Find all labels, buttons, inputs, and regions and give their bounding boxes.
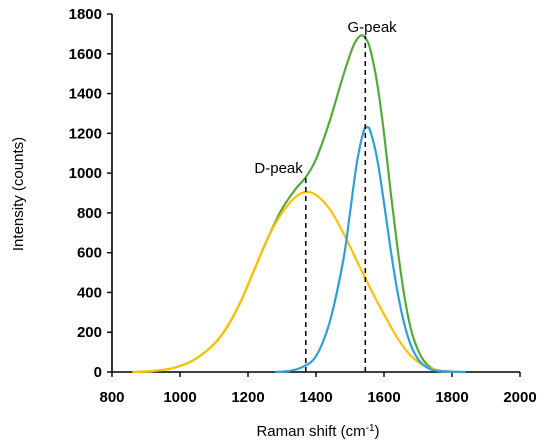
y-tick-label: 1600 [69, 46, 102, 63]
annotations: D-peak G-peak [254, 19, 397, 177]
y-tick-label: 0 [94, 364, 102, 381]
x-axis-label-close: ) [375, 423, 380, 440]
series-line-0 [132, 34, 466, 374]
series-line-2 [275, 125, 466, 374]
x-axis-label-main: Raman shift (cm [256, 423, 365, 440]
peak-markers [305, 35, 367, 372]
plot-area: 0 200 400 600 800 1000 1200 1400 1600 1800 800 100… [69, 6, 537, 406]
series-line-1 [132, 190, 453, 374]
x-tick-label: 1400 [299, 389, 332, 406]
x-axis-label-sup: -1 [366, 423, 375, 434]
x-axis-label: Raman shift (cm-1) [256, 423, 379, 441]
x-tick-label: 1200 [231, 389, 264, 406]
x-tick-label: 2000 [503, 389, 536, 406]
peak-annotation: D-peak [254, 160, 303, 177]
y-ticks: 0 200 400 600 800 1000 1200 1400 1600 1800 [69, 6, 112, 381]
y-tick-label: 400 [77, 284, 102, 301]
series-group [132, 34, 466, 374]
y-tick-label: 1200 [69, 125, 102, 142]
y-tick-label: 800 [77, 205, 102, 222]
x-tick-label: 1800 [435, 389, 468, 406]
y-tick-label: 1800 [69, 6, 102, 23]
y-tick-label: 1000 [69, 165, 102, 182]
y-tick-label: 600 [77, 245, 102, 262]
y-tick-label: 1400 [69, 86, 102, 103]
x-tick-label: 800 [99, 389, 124, 406]
y-tick-label: 200 [77, 324, 102, 341]
x-tick-label: 1600 [367, 389, 400, 406]
x-tick-label: 1000 [163, 389, 196, 406]
y-axis-label: Intensity (counts) [10, 137, 27, 251]
x-ticks: 800 1000 1200 1400 1600 1800 2000 [99, 372, 537, 406]
peak-annotation: G-peak [347, 19, 397, 36]
